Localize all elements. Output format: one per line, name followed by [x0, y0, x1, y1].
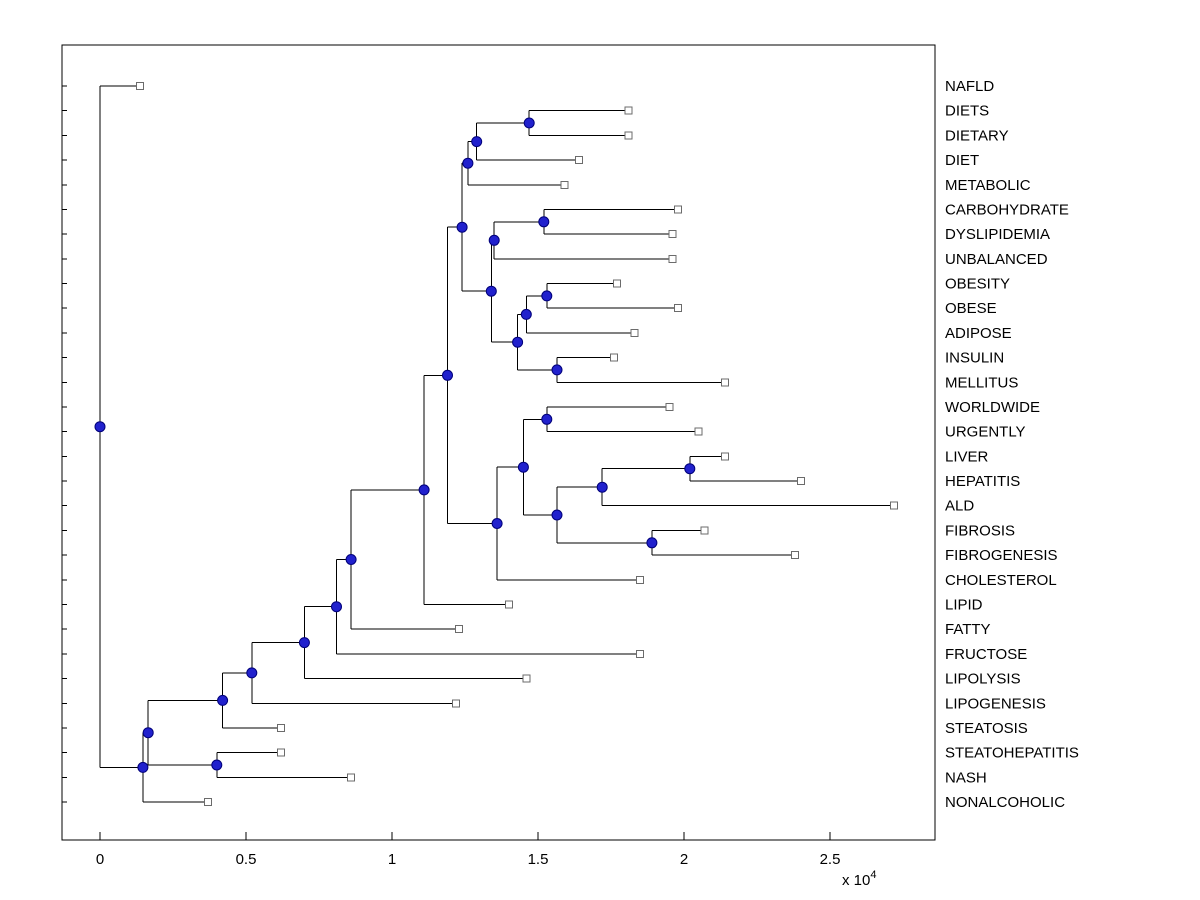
leaf-label: MELLITUS: [945, 374, 1018, 391]
leaf-label: FIBROSIS: [945, 522, 1015, 539]
leaf-node-marker: [560, 180, 569, 189]
leaf-label: WORLDWIDE: [945, 399, 1040, 416]
leaf-node-marker: [890, 501, 899, 510]
leaf-label: LIPOGENESIS: [945, 695, 1046, 712]
leaf-label: NONALCOHOLIC: [945, 794, 1065, 811]
leaf-node-marker: [136, 82, 144, 90]
internal-node-marker: [246, 667, 258, 679]
internal-node-marker: [456, 221, 468, 233]
leaf-node-marker: [612, 279, 621, 288]
leaf-node-marker: [624, 131, 633, 140]
leaf-label: NAFLD: [945, 78, 994, 95]
leaf-node-marker: [674, 304, 683, 313]
leaf-node-marker: [277, 723, 285, 732]
leaf-label: CHOLESTEROL: [945, 572, 1057, 589]
leaf-label: CARBOHYDRATE: [945, 201, 1069, 218]
leaf-node-marker: [574, 156, 583, 165]
leaf-node-marker: [504, 600, 513, 609]
leaf-label: DYSLIPIDEMIA: [945, 226, 1050, 243]
leaf-node-marker: [609, 353, 618, 362]
x-axis-exponent-label: x 104: [842, 869, 876, 889]
internal-node-marker: [142, 727, 154, 739]
leaf-node-marker: [668, 254, 677, 263]
leaf-node-marker: [522, 674, 531, 683]
leaf-label: OBESE: [945, 300, 997, 317]
leaf-node-marker: [624, 106, 633, 115]
leaf-node-marker: [452, 699, 461, 708]
x-tick-label: 2: [680, 851, 688, 868]
leaf-label: INSULIN: [945, 350, 1004, 367]
leaf-label: NASH: [945, 769, 987, 786]
leaf-node-marker: [204, 798, 212, 806]
leaf-label: DIETARY: [945, 127, 1009, 144]
internal-node-marker: [596, 481, 608, 493]
leaf-label: FATTY: [945, 621, 991, 638]
internal-node-marker: [491, 518, 503, 529]
leaf-node-marker: [700, 526, 709, 535]
leaf-node-marker: [720, 378, 729, 387]
internal-node-marker: [512, 336, 524, 348]
internal-node-marker: [137, 761, 149, 773]
internal-node-marker: [541, 413, 553, 425]
x-tick-label: 1: [388, 851, 396, 868]
leaf-node-marker: [630, 328, 639, 337]
internal-node-marker: [551, 509, 563, 521]
leaf-node-marker: [665, 403, 674, 411]
leaf-node-marker: [720, 452, 729, 461]
leaf-label: URGENTLY: [945, 424, 1026, 441]
x-tick-label: 0.5: [236, 851, 257, 868]
internal-node-marker: [94, 421, 106, 433]
internal-node-marker: [523, 117, 535, 129]
leaf-node-marker: [277, 748, 285, 757]
internal-node-marker: [217, 694, 229, 706]
leaf-node-marker: [668, 230, 677, 239]
leaf-label: STEATOSIS: [945, 720, 1028, 737]
leaf-label: DIET: [945, 152, 979, 169]
leaf-node-marker: [455, 625, 464, 634]
leaf-node-marker: [347, 773, 356, 782]
internal-node-marker: [211, 759, 223, 771]
leaf-label: ADIPOSE: [945, 325, 1012, 342]
internal-node-marker: [538, 216, 550, 228]
leaf-label: LIPID: [945, 597, 983, 614]
internal-node-marker: [551, 364, 563, 376]
x-tick-label: 2.5: [820, 851, 841, 868]
x-tick-label: 0: [96, 851, 104, 868]
leaf-label: FIBROGENESIS: [945, 547, 1058, 564]
internal-node-marker: [488, 234, 500, 246]
internal-node-marker: [345, 554, 357, 565]
internal-node-marker: [646, 537, 658, 549]
plot-box: [61, 44, 936, 841]
leaf-label: OBESITY: [945, 276, 1010, 293]
leaf-label: HEPATITIS: [945, 473, 1020, 490]
internal-node-marker: [520, 308, 532, 320]
leaf-node-marker: [636, 575, 645, 584]
leaf-label: METABOLIC: [945, 177, 1031, 194]
leaf-node-marker: [796, 477, 805, 485]
leaf-label: LIVER: [945, 448, 989, 465]
internal-node-marker: [442, 369, 453, 381]
internal-node-marker: [331, 601, 342, 613]
leaf-label: UNBALANCED: [945, 251, 1048, 268]
internal-node-marker: [462, 157, 474, 169]
internal-node-marker: [541, 290, 553, 302]
leaf-label: LIPOLYSIS: [945, 671, 1021, 688]
internal-node-marker: [485, 285, 497, 297]
leaf-label: STEATOHEPATITIS: [945, 745, 1079, 762]
leaf-label: ALD: [945, 498, 974, 515]
internal-node-marker: [517, 461, 529, 473]
leaf-label: DIETS: [945, 103, 989, 120]
leaf-node-marker: [674, 205, 683, 214]
leaf-label: FRUCTOSE: [945, 646, 1027, 663]
internal-node-marker: [298, 637, 310, 649]
leaf-node-marker: [791, 551, 799, 560]
internal-node-marker: [471, 136, 483, 148]
internal-node-marker: [418, 484, 430, 496]
leaf-node-marker: [694, 427, 703, 436]
leaf-node-marker: [636, 649, 645, 658]
x-tick-label: 1.5: [528, 851, 549, 868]
internal-node-marker: [684, 463, 696, 475]
